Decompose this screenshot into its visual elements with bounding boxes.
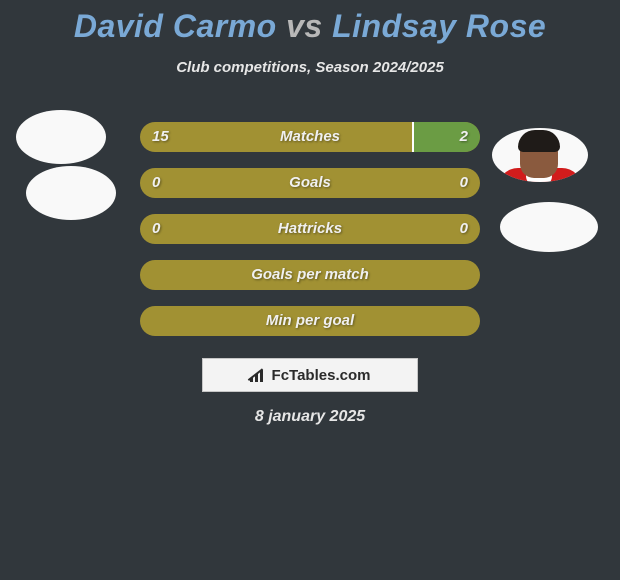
stat-bar: Hattricks0 0	[140, 214, 480, 244]
stat-bar: Min per goal	[140, 306, 480, 336]
player1-avatar	[16, 110, 106, 164]
bar-value-right: 0	[460, 214, 468, 244]
bar-label: Hattricks	[140, 214, 480, 244]
brand-icon	[250, 368, 268, 382]
player2-club-badge	[500, 202, 598, 252]
bar-label: Goals per match	[140, 260, 480, 290]
player1-name: David Carmo	[74, 8, 277, 44]
bar-value-left: 0	[152, 214, 160, 244]
player2-avatar	[492, 128, 588, 182]
vs-text: vs	[286, 8, 323, 44]
bar-value-right: 0	[460, 168, 468, 198]
bar-value-right: 2	[460, 122, 468, 152]
stat-bar: Goals per match	[140, 260, 480, 290]
stat-bar: Matches15 2	[140, 122, 480, 152]
bar-label: Min per goal	[140, 306, 480, 336]
date-text: 8 january 2025	[0, 408, 620, 426]
player2-name: Lindsay Rose	[332, 8, 546, 44]
brand-text: FcTables.com	[272, 367, 371, 384]
bar-label: Matches	[140, 122, 480, 152]
stat-bar: Goals0 0	[140, 168, 480, 198]
bar-value-left: 15	[152, 122, 169, 152]
comparison-bars: Matches152Goals00Hattricks00Goals per ma…	[140, 122, 480, 352]
brand-box: FcTables.com	[202, 358, 418, 392]
player1-club-badge	[26, 166, 116, 220]
bar-value-left: 0	[152, 168, 160, 198]
page-title: David Carmo vs Lindsay Rose	[0, 0, 620, 45]
subtitle: Club competitions, Season 2024/2025	[0, 59, 620, 76]
bar-label: Goals	[140, 168, 480, 198]
